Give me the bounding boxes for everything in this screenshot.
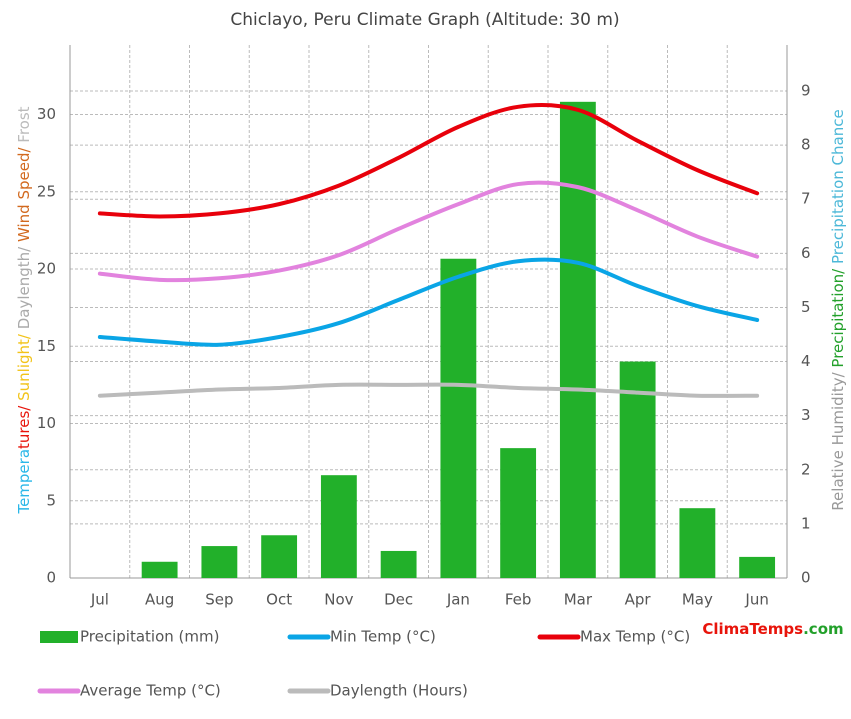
x-tick-label: Jul bbox=[90, 591, 109, 609]
bar bbox=[739, 556, 776, 578]
x-tick-label: Nov bbox=[324, 591, 353, 609]
title-part: Precipitation Chance bbox=[829, 109, 847, 268]
bar bbox=[320, 475, 357, 578]
x-tick-label: Jan bbox=[446, 591, 470, 609]
y-tick-label: 25 bbox=[37, 182, 56, 200]
line bbox=[97, 180, 760, 283]
y2-tick-label: 5 bbox=[801, 298, 811, 316]
title-part: Daylength/ bbox=[15, 246, 33, 334]
title-part: Tempera bbox=[15, 449, 33, 515]
y-axis-title: Temperatures/ Sunlight/ Daylength/ Wind … bbox=[15, 106, 33, 514]
y-tick-label: 20 bbox=[37, 260, 56, 278]
x-tick-label: May bbox=[682, 591, 713, 609]
y2-tick-label: 7 bbox=[801, 190, 811, 208]
y2-tick-label: 4 bbox=[801, 352, 811, 370]
title-part: Wind Speed/ bbox=[15, 147, 33, 247]
title-part: .com bbox=[803, 620, 844, 638]
y2-tick-label: 1 bbox=[801, 514, 811, 532]
title-part: Frost bbox=[15, 106, 33, 147]
legend-label: Precipitation (mm) bbox=[80, 628, 219, 646]
y2-tick-label: 6 bbox=[801, 244, 811, 262]
legend-label: Min Temp (°C) bbox=[330, 628, 436, 646]
x-tick-label: Dec bbox=[384, 591, 413, 609]
x-tick-label: Apr bbox=[625, 591, 652, 609]
bar bbox=[679, 508, 716, 578]
legend-label: Average Temp (°C) bbox=[80, 682, 221, 700]
legend-swatch bbox=[40, 631, 78, 643]
bar bbox=[559, 101, 596, 578]
bar bbox=[440, 258, 477, 578]
title-part: Relative Humidity/ bbox=[829, 371, 847, 510]
line bbox=[97, 382, 760, 398]
title-part: ClimaTemps bbox=[702, 620, 803, 638]
bar bbox=[261, 535, 298, 578]
y2-tick-label: 8 bbox=[801, 136, 811, 154]
y2-tick-label: 9 bbox=[801, 81, 811, 99]
y-tick-label: 30 bbox=[37, 105, 56, 123]
title-part: Sunlight/ bbox=[15, 333, 33, 406]
x-tick-label: Sep bbox=[205, 591, 233, 609]
y-tick-label: 15 bbox=[37, 337, 56, 355]
legend-label: Max Temp (°C) bbox=[580, 628, 690, 646]
bar bbox=[619, 361, 656, 578]
bar bbox=[380, 550, 417, 578]
line bbox=[97, 257, 760, 347]
bar bbox=[201, 546, 238, 578]
y2-axis-title: Relative Humidity/ Precipitation/ Precip… bbox=[829, 109, 847, 510]
line bbox=[97, 103, 760, 219]
y2-tick-label: 2 bbox=[801, 460, 811, 478]
bar bbox=[141, 561, 178, 578]
bar bbox=[500, 448, 537, 578]
x-tick-label: Mar bbox=[564, 591, 593, 609]
logo: ClimaTemps.com bbox=[702, 620, 843, 638]
y-tick-label: 5 bbox=[46, 491, 56, 509]
y2-tick-label: 3 bbox=[801, 406, 811, 424]
x-tick-label: Oct bbox=[266, 591, 292, 609]
chart-title: Chiclayo, Peru Climate Graph (Altitude: … bbox=[230, 10, 619, 30]
legend-label: Daylength (Hours) bbox=[330, 682, 468, 700]
title-part: tures/ bbox=[15, 405, 33, 449]
x-tick-label: Jun bbox=[744, 591, 768, 609]
y-tick-label: 0 bbox=[46, 569, 56, 587]
x-tick-label: Feb bbox=[505, 591, 532, 609]
y2-tick-label: 0 bbox=[801, 569, 811, 587]
y-tick-label: 10 bbox=[37, 414, 56, 432]
title-part: Precipitation/ bbox=[829, 268, 847, 373]
x-tick-label: Aug bbox=[145, 591, 174, 609]
